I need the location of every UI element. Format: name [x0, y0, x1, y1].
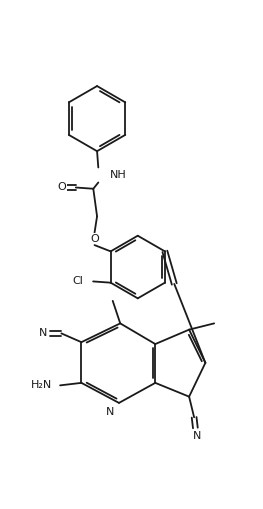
- Text: N: N: [193, 431, 201, 441]
- Text: O: O: [90, 234, 99, 244]
- Text: NH: NH: [110, 170, 126, 180]
- Text: H₂N: H₂N: [31, 380, 52, 390]
- Text: O: O: [58, 183, 66, 192]
- Text: Cl: Cl: [72, 276, 83, 287]
- Text: N: N: [106, 407, 114, 417]
- Text: N: N: [38, 328, 47, 338]
